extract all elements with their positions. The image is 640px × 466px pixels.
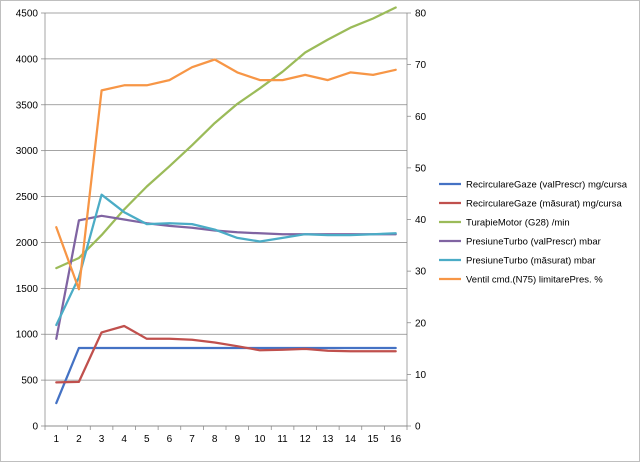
y-left-tick-label: 1000 xyxy=(16,330,39,341)
legend-label-1: RecirculareGaze (valPrescr) mg/cursa xyxy=(466,180,628,191)
x-tick-label: 8 xyxy=(212,434,218,445)
x-tick-label: 3 xyxy=(99,434,105,445)
series-line-5 xyxy=(55,193,397,327)
x-tick-label: 9 xyxy=(235,434,241,445)
y-left-tick-label: 2000 xyxy=(16,238,39,249)
y-right-tick-label: 30 xyxy=(415,267,427,278)
x-tick-label: 14 xyxy=(345,434,357,445)
y-left-tick-label: 3500 xyxy=(16,100,39,111)
x-tick-label: 12 xyxy=(300,434,312,445)
y-left-tick-label: 3000 xyxy=(16,146,39,157)
y-left-tick-label: 1500 xyxy=(16,284,39,295)
x-tick-label: 2 xyxy=(76,434,82,445)
y-left-tick-label: 500 xyxy=(21,376,38,387)
y-left-tick-label: 0 xyxy=(32,422,38,433)
x-tick-label: 10 xyxy=(254,434,266,445)
x-tick-label: 13 xyxy=(322,434,334,445)
series-line-2 xyxy=(55,324,397,384)
y-right-tick-label: 20 xyxy=(415,318,427,329)
legend-label-3: TuraþieMotor (G28) /min xyxy=(466,218,570,229)
x-tick-label: 5 xyxy=(144,434,150,445)
legend-label-6: Ventil cmd.(N75) limitarePres. % xyxy=(466,275,603,286)
x-tick-label: 1 xyxy=(54,434,60,445)
series xyxy=(55,6,397,405)
y-right-tick-label: 40 xyxy=(415,215,427,226)
y-left-tick-label: 2500 xyxy=(16,192,39,203)
series-line-6 xyxy=(55,58,397,291)
series-line-3 xyxy=(55,6,397,270)
legend-label-5: PresiuneTurbo (măsurat) mbar xyxy=(466,256,596,267)
y-right-tick-label: 80 xyxy=(415,9,427,20)
legend-label-2: RecirculareGaze (măsurat) mg/cursa xyxy=(466,199,622,210)
x-tick-label: 11 xyxy=(277,434,288,445)
y-right-tick-label: 60 xyxy=(415,112,427,123)
y-right-tick-label: 50 xyxy=(415,163,427,174)
x-tick-label: 6 xyxy=(167,434,173,445)
legend-label-4: PresiuneTurbo (valPrescr) mbar xyxy=(466,237,601,248)
axes: 0 500 1000 1500 2000 2500 3000 3500 4000 4500 0 10 2… xyxy=(16,9,427,446)
y-right-tick-label: 70 xyxy=(415,60,427,71)
x-tick-label: 7 xyxy=(189,434,195,445)
y-right-tick-label: 10 xyxy=(415,370,427,381)
x-tick-label: 15 xyxy=(368,434,380,445)
y-left-tick-label: 4000 xyxy=(16,54,39,65)
series-line-1 xyxy=(55,346,397,405)
x-tick-label: 16 xyxy=(390,434,402,445)
x-tick-label: 4 xyxy=(121,434,127,445)
legend: RecirculareGaze (valPrescr) mg/cursa Reci… xyxy=(439,180,628,286)
gridlines xyxy=(45,12,407,427)
y-right-tick-label: 0 xyxy=(415,422,421,433)
y-left-tick-label: 4500 xyxy=(16,9,39,20)
